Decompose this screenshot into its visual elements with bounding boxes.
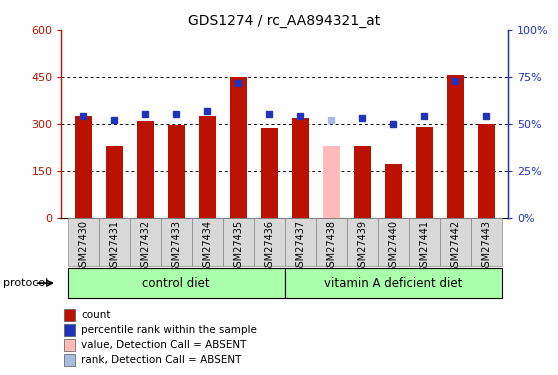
Text: GSM27432: GSM27432	[140, 220, 150, 273]
Bar	[105, 146, 123, 218]
Bar	[161, 217, 191, 266]
Bar	[99, 217, 129, 266]
Text: GSM27434: GSM27434	[202, 220, 212, 273]
Bar	[191, 217, 223, 266]
Text: GSM27439: GSM27439	[357, 220, 367, 273]
Bar	[316, 217, 347, 266]
Bar	[292, 117, 309, 218]
Bar	[64, 339, 75, 351]
Bar	[378, 217, 408, 266]
Text: GSM27443: GSM27443	[481, 220, 491, 273]
Bar	[64, 354, 75, 366]
Text: GSM27435: GSM27435	[233, 220, 243, 273]
Bar	[253, 217, 285, 266]
Text: vitamin A deficient diet: vitamin A deficient diet	[324, 277, 462, 290]
Text: protocol: protocol	[3, 278, 48, 288]
Text: GSM27440: GSM27440	[388, 220, 398, 273]
Text: GSM27430: GSM27430	[78, 220, 88, 273]
Text: percentile rank within the sample: percentile rank within the sample	[81, 325, 257, 335]
Text: GSM27437: GSM27437	[295, 220, 305, 273]
Bar	[416, 127, 432, 218]
Title: GDS1274 / rc_AA894321_at: GDS1274 / rc_AA894321_at	[189, 13, 381, 28]
Bar	[408, 217, 440, 266]
Bar	[199, 116, 215, 218]
Text: GSM27441: GSM27441	[419, 220, 429, 273]
Bar	[75, 116, 92, 218]
Text: GSM27438: GSM27438	[326, 220, 336, 273]
Bar	[229, 77, 247, 218]
Bar	[129, 217, 161, 266]
Bar	[446, 75, 464, 217]
Text: rank, Detection Call = ABSENT: rank, Detection Call = ABSENT	[81, 355, 242, 365]
Bar	[470, 217, 502, 266]
Bar	[68, 217, 99, 266]
Bar	[384, 164, 402, 218]
Text: count: count	[81, 310, 111, 320]
Bar	[68, 268, 285, 298]
Text: GSM27431: GSM27431	[109, 220, 119, 273]
Bar	[347, 217, 378, 266]
Bar	[261, 128, 278, 217]
Bar	[223, 217, 253, 266]
Bar	[285, 217, 316, 266]
Bar	[285, 268, 502, 298]
Text: GSM27436: GSM27436	[264, 220, 274, 273]
Bar	[323, 146, 340, 218]
Bar	[440, 217, 470, 266]
Bar	[64, 309, 75, 321]
Text: GSM27442: GSM27442	[450, 220, 460, 273]
Bar	[354, 146, 371, 218]
Text: GSM27433: GSM27433	[171, 220, 181, 273]
Bar	[137, 121, 153, 218]
Bar	[167, 125, 185, 218]
Text: control diet: control diet	[142, 277, 210, 290]
Bar	[64, 324, 75, 336]
Bar	[478, 124, 494, 218]
Text: value, Detection Call = ABSENT: value, Detection Call = ABSENT	[81, 340, 247, 350]
